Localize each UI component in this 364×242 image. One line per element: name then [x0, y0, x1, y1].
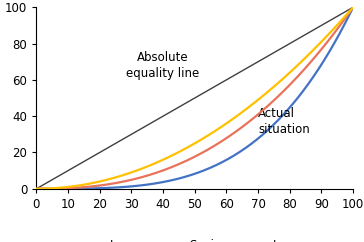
Income	[34, 187, 39, 190]
Text: Actual
situation: Actual situation	[258, 107, 310, 136]
Loans	[186, 145, 191, 148]
Line: Savings: Savings	[36, 7, 353, 189]
Savings	[34, 187, 39, 190]
Legend: Income, Savings, Loans: Income, Savings, Loans	[78, 234, 311, 242]
Savings	[351, 6, 355, 9]
Income	[351, 6, 355, 9]
Savings	[186, 174, 191, 177]
Income	[206, 148, 210, 151]
Income	[185, 159, 189, 162]
Line: Loans: Loans	[36, 7, 353, 189]
Income	[343, 16, 348, 19]
Income	[294, 77, 298, 80]
Income	[186, 158, 191, 161]
Loans	[34, 187, 39, 190]
Savings	[206, 167, 210, 170]
Loans	[343, 15, 348, 17]
Savings	[223, 159, 227, 162]
Loans	[206, 134, 210, 137]
Loans	[351, 6, 355, 9]
Loans	[185, 146, 189, 149]
Savings	[185, 175, 189, 178]
Savings	[343, 21, 348, 24]
Income	[223, 138, 227, 141]
Loans	[223, 123, 227, 126]
Line: Income: Income	[36, 7, 353, 189]
Text: Absolute
equality line: Absolute equality line	[126, 51, 200, 80]
Savings	[294, 98, 298, 101]
Loans	[294, 65, 298, 68]
